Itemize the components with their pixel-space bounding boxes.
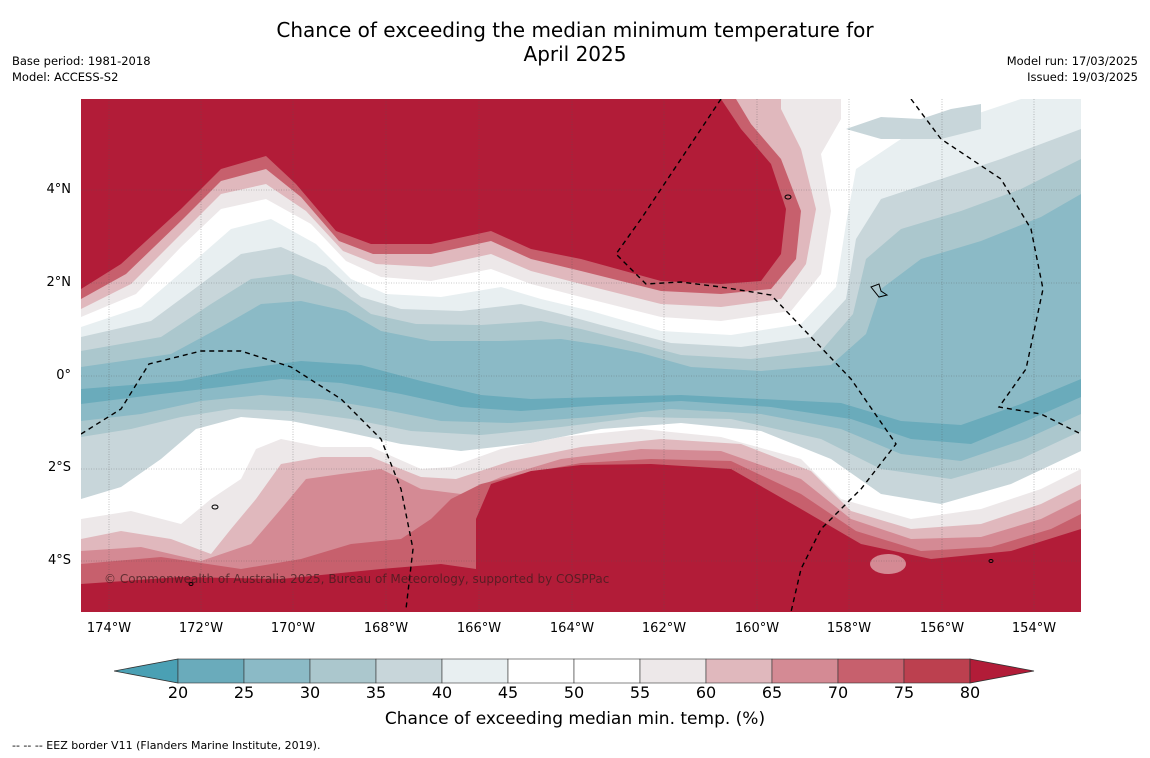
model-run-text: Model run: 17/03/2025: [1006, 54, 1138, 68]
lon-label-170w: 170°W: [270, 621, 316, 636]
colorbar: [113, 657, 1036, 685]
lon-label-160w: 160°W: [734, 621, 780, 636]
colorbar-extend-low: [113, 658, 179, 684]
title-line-2: April 2025: [523, 42, 627, 66]
colorbar-segment: [639, 658, 707, 684]
colorbar-segment: [441, 658, 509, 684]
colorbar-tick-80: 80: [959, 683, 981, 702]
lon-label-164w: 164°W: [549, 621, 595, 636]
cool-patch-north: [846, 104, 981, 139]
colorbar-segment: [903, 658, 971, 684]
lat-label-2s: 2°S: [47, 460, 71, 475]
meta-left: Base period: 1981-2018 Model: ACCESS-S2: [12, 53, 151, 85]
lon-label-162w: 162°W: [641, 621, 687, 636]
colorbar-tick-30: 30: [299, 683, 321, 702]
lon-label-168w: 168°W: [363, 621, 409, 636]
lat-label-4s: 4°S: [47, 553, 71, 568]
colorbar-tick-25: 25: [233, 683, 255, 702]
colorbar-tick-60: 60: [695, 683, 717, 702]
colorbar-segment: [771, 658, 839, 684]
forecast-map: [81, 99, 1081, 612]
map-title: Chance of exceeding the median minimum t…: [0, 18, 1150, 66]
colorbar-tick-65: 65: [761, 683, 783, 702]
colorbar-tick-75: 75: [893, 683, 915, 702]
colorbar-tick-45: 45: [497, 683, 519, 702]
island-tiny-east: [988, 559, 994, 563]
lat-label-4n: 4°N: [46, 182, 72, 197]
colorbar-segment: [177, 658, 245, 684]
eez-footnote: -- -- -- EEZ border V11 (Flanders Marine…: [12, 739, 321, 752]
colorbar-tick-70: 70: [827, 683, 849, 702]
colorbar-tick-35: 35: [365, 683, 387, 702]
lon-label-158w: 158°W: [826, 621, 872, 636]
issued-text: Issued: 19/03/2025: [1027, 70, 1138, 84]
lon-label-172w: 172°W: [178, 621, 224, 636]
colorbar-segment: [507, 658, 575, 684]
lat-label-2n: 2°N: [46, 275, 72, 290]
warm-patch: [870, 554, 906, 574]
island-tiny: [188, 582, 194, 586]
lon-label-166w: 166°W: [456, 621, 502, 636]
contour-south-80: [81, 464, 1081, 612]
lon-label-154w: 154°W: [1011, 621, 1057, 636]
colorbar-segment: [705, 658, 773, 684]
colorbar-label: Chance of exceeding median min. temp. (%…: [384, 709, 766, 729]
colorbar-segment: [837, 658, 905, 684]
colorbar-segment: [243, 658, 311, 684]
colorbar-extend-high: [969, 658, 1035, 684]
colorbar-tick-40: 40: [431, 683, 453, 702]
meta-right: Model run: 17/03/2025 Issued: 19/03/2025: [1007, 53, 1138, 85]
colorbar-segment: [309, 658, 377, 684]
copyright-notice: © Commonwealth of Australia 2025, Bureau…: [104, 572, 610, 586]
eez-borders: [81, 99, 1081, 612]
colorbar-segment: [573, 658, 641, 684]
colorbar-tick-55: 55: [629, 683, 651, 702]
graticule: [81, 99, 1081, 612]
island-small-north: [784, 194, 792, 200]
base-period-text: Base period: 1981-2018: [12, 54, 151, 68]
model-text: Model: ACCESS-S2: [12, 70, 119, 84]
map-canvas: [81, 99, 1081, 612]
colorbar-svg: [113, 658, 1035, 684]
island-kiritimati: [870, 283, 889, 298]
colorbar-tick-20: 20: [167, 683, 189, 702]
lon-label-174w: 174°W: [86, 621, 132, 636]
colorbar-tick-50: 50: [563, 683, 585, 702]
island-small-south: [211, 504, 219, 510]
title-line-1: Chance of exceeding the median minimum t…: [276, 18, 874, 42]
lon-label-156w: 156°W: [919, 621, 965, 636]
lat-label-0: 0°: [56, 368, 71, 383]
islands: [188, 194, 994, 586]
colorbar-segment: [375, 658, 443, 684]
